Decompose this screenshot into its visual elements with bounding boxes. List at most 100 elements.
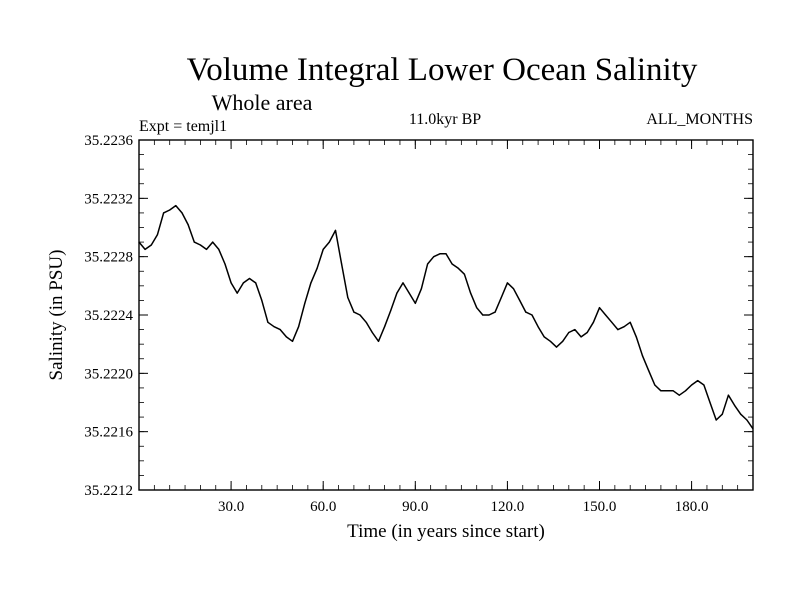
data-point <box>580 336 582 338</box>
data-point <box>181 212 183 214</box>
y-tick-label: 35.2236 <box>84 133 133 149</box>
data-point <box>740 413 742 415</box>
x-tick-label: 120.0 <box>491 499 525 515</box>
y-tick-label: 35.2224 <box>84 308 133 324</box>
x-tick-label: 60.0 <box>310 499 336 515</box>
data-point <box>408 292 410 294</box>
data-point <box>605 314 607 316</box>
data-point <box>285 336 287 338</box>
data-point <box>230 282 232 284</box>
data-point <box>433 256 435 258</box>
data-point <box>187 224 189 226</box>
data-point <box>703 384 705 386</box>
data-point <box>470 292 472 294</box>
data-point <box>709 401 711 404</box>
data-point <box>242 282 244 284</box>
y-tick-label: 35.2220 <box>84 366 133 382</box>
data-point <box>678 394 680 396</box>
data-point <box>623 326 625 328</box>
x-tick-label: 150.0 <box>583 499 617 515</box>
data-point <box>199 244 201 246</box>
data-point <box>163 212 165 214</box>
y-axis-label: Salinity (in PSU) <box>46 250 67 381</box>
data-point <box>500 296 502 299</box>
data-point <box>169 209 171 211</box>
data-point <box>592 321 595 323</box>
data-point <box>734 404 736 406</box>
data-point <box>457 267 459 269</box>
y-tick-label: 35.2232 <box>84 191 133 207</box>
data-point <box>684 390 687 392</box>
data-point <box>715 419 717 421</box>
data-point <box>586 331 588 334</box>
data-point <box>691 384 693 386</box>
data-point <box>666 390 668 392</box>
period-label: 11.0kyr BP <box>409 111 481 128</box>
y-tick-label: 35.2212 <box>84 483 133 499</box>
data-point <box>193 241 195 243</box>
data-point <box>727 394 730 396</box>
series-line-salinity <box>138 204 754 430</box>
data-point <box>451 263 453 265</box>
data-point <box>660 390 662 392</box>
data-point <box>427 263 429 265</box>
data-point <box>402 282 404 284</box>
data-point <box>574 329 576 331</box>
x-tick-label: 180.0 <box>675 499 709 515</box>
data-point <box>555 346 558 348</box>
y-tick-label: 35.2216 <box>84 425 133 441</box>
data-point <box>525 311 527 313</box>
data-point <box>568 331 570 334</box>
data-layer <box>138 204 754 430</box>
data-point <box>377 340 380 342</box>
data-point <box>291 340 294 342</box>
chart-subtitle: Whole area <box>212 90 313 115</box>
x-tick-label: 30.0 <box>218 499 244 515</box>
data-point <box>175 205 177 207</box>
data-point <box>205 248 208 250</box>
experiment-label: Expt = temjl1 <box>139 118 227 135</box>
data-point <box>598 307 601 309</box>
data-point <box>384 326 386 328</box>
data-point <box>371 331 373 334</box>
data-point <box>218 248 220 250</box>
data-point <box>156 234 158 236</box>
data-point <box>611 321 613 323</box>
data-point <box>304 302 306 304</box>
data-point <box>654 384 656 386</box>
data-point <box>279 329 281 331</box>
data-point <box>396 292 398 294</box>
data-point <box>617 329 619 331</box>
data-point <box>672 390 674 392</box>
data-point <box>445 253 447 255</box>
data-point <box>347 296 349 299</box>
data-point <box>144 248 146 250</box>
months-label: ALL_MONTHS <box>646 111 753 128</box>
x-tick-label: 90.0 <box>402 499 428 515</box>
y-tick-label: 35.2228 <box>84 250 133 266</box>
data-point <box>635 336 637 338</box>
data-point <box>562 340 564 342</box>
data-point <box>531 314 533 316</box>
data-point <box>488 314 490 316</box>
data-point <box>212 241 214 243</box>
data-point <box>549 340 552 342</box>
data-point <box>414 302 416 304</box>
data-point <box>273 326 275 328</box>
data-point <box>420 288 422 290</box>
data-point <box>494 311 496 313</box>
data-point <box>512 288 515 290</box>
data-point <box>255 282 257 284</box>
data-point <box>236 292 238 294</box>
data-point <box>334 229 337 231</box>
data-point <box>482 314 484 316</box>
data-point <box>476 307 478 309</box>
data-point <box>641 355 644 357</box>
tick-layer: 35.2212 35.2216 35.2220 35.2224 35.2228 35.22… <box>84 133 754 515</box>
data-point <box>316 267 318 269</box>
data-point <box>328 241 330 243</box>
data-point <box>746 419 748 421</box>
data-point <box>310 282 312 284</box>
data-point <box>543 336 545 338</box>
